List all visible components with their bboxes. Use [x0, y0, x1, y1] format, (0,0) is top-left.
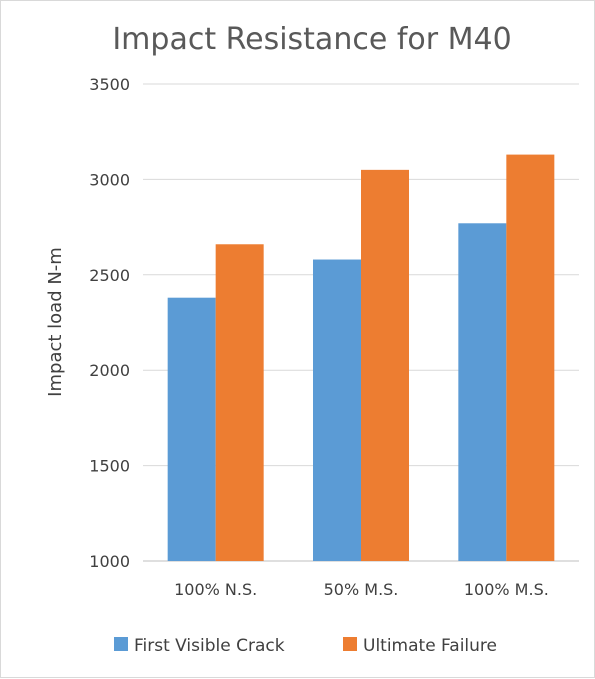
bars	[167, 154, 555, 562]
y-tick-label: 2000	[89, 361, 130, 380]
x-tick-label: 100% M.S.	[464, 580, 549, 599]
x-tick-label: 100% N.S.	[174, 580, 257, 599]
y-tick-label: 3000	[89, 170, 130, 189]
bar	[361, 169, 409, 562]
legend-swatch	[343, 637, 357, 651]
chart-title: Impact Resistance for M40	[112, 22, 511, 57]
y-tick-label: 2500	[89, 266, 130, 285]
y-axis-ticks: 1000 1500 2000 2500 3000 3500	[89, 75, 130, 571]
x-tick-label: 50% M.S.	[324, 580, 399, 599]
y-tick-label: 1500	[89, 457, 130, 476]
bar	[167, 297, 216, 561]
y-tick-label: 3500	[89, 75, 130, 94]
legend: First Visible Crack Ultimate Failure	[114, 636, 497, 656]
legend-label: Ultimate Failure	[363, 636, 497, 656]
bar	[506, 154, 555, 561]
legend-label: First Visible Crack	[134, 636, 285, 656]
y-tick-label: 1000	[89, 552, 130, 571]
y-axis-label: Impact load N-m	[45, 247, 66, 397]
x-axis-ticks: 100% N.S. 50% M.S. 100% M.S.	[174, 580, 549, 599]
bar	[313, 259, 361, 561]
bar	[215, 244, 264, 561]
legend-swatch	[114, 637, 128, 651]
bar	[458, 223, 507, 561]
